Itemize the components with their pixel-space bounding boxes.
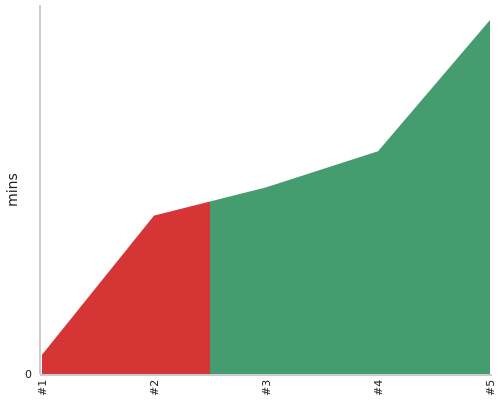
x-tick-label: #5 <box>484 380 497 396</box>
area-segment-red <box>42 201 210 374</box>
x-tick-labels: #1 #2 #3 #4 #5 <box>36 380 497 396</box>
x-tick-label: #3 <box>260 380 273 396</box>
x-tick-label: #4 <box>372 380 385 396</box>
y-tick-label: 0 <box>25 368 32 381</box>
x-tick-label: #1 <box>36 380 49 396</box>
x-tick-label: #2 <box>148 380 161 396</box>
y-axis-title: mins <box>5 173 21 207</box>
chart-areas <box>42 20 490 374</box>
area-segment-green <box>210 20 490 374</box>
